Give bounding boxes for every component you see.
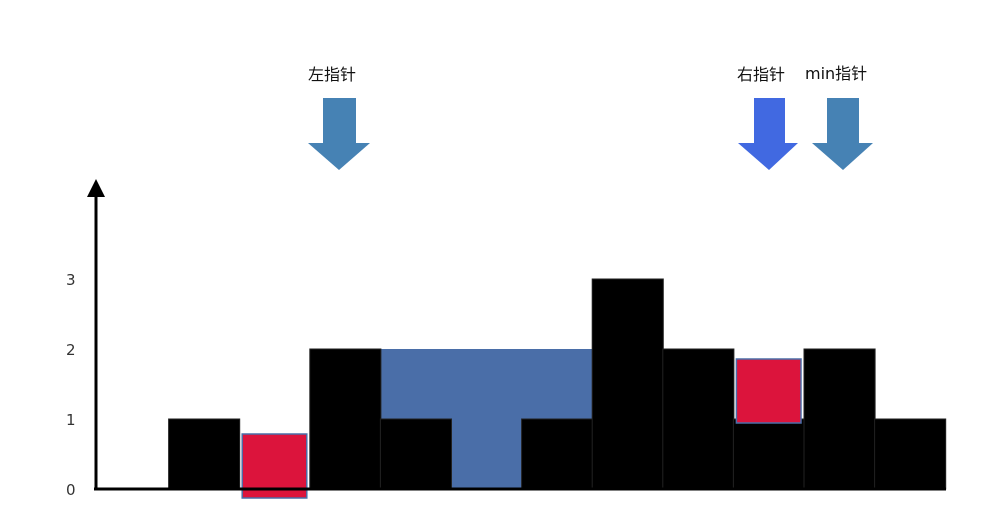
- min-pointer-arrow-icon: [812, 98, 873, 170]
- highlighted-cell: [735, 358, 802, 424]
- bar: [803, 348, 876, 490]
- y-tick-label: 3: [66, 271, 76, 289]
- bar: [591, 278, 664, 490]
- y-tick-label: 2: [66, 341, 76, 359]
- bar: [521, 418, 594, 490]
- bar: [732, 418, 806, 490]
- y-tick-layer: 0 1 2 3: [66, 271, 76, 499]
- water-block: [521, 349, 593, 419]
- highlighted-cell: [241, 433, 308, 499]
- right-pointer: 右指针: [737, 65, 798, 170]
- y-tick-label: 1: [66, 411, 76, 429]
- bar: [168, 418, 241, 490]
- bar: [874, 418, 947, 490]
- bar: [662, 348, 735, 490]
- water-block: [380, 349, 452, 419]
- right-pointer-arrow-icon: [738, 98, 798, 170]
- bar-layer: [168, 278, 947, 490]
- y-tick-label: 0: [66, 481, 76, 499]
- min-pointer-label: min指针: [805, 64, 867, 83]
- left-pointer: 左指针: [308, 65, 370, 170]
- water-layer: [380, 349, 593, 489]
- bar: [379, 418, 452, 490]
- highlight-layer: [241, 358, 802, 499]
- min-pointer: min指针: [805, 64, 873, 170]
- water-block: [451, 349, 523, 489]
- right-pointer-label: 右指针: [737, 65, 785, 84]
- left-pointer-label: 左指针: [308, 65, 356, 84]
- bar: [309, 348, 382, 490]
- left-pointer-arrow-icon: [308, 98, 370, 170]
